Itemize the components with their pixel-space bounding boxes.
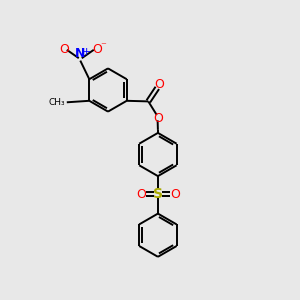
Text: O: O [59, 43, 69, 56]
Text: ⁻: ⁻ [100, 41, 106, 51]
Text: N: N [75, 47, 86, 60]
Text: O: O [154, 78, 164, 91]
Text: O: O [92, 43, 102, 56]
Text: CH₃: CH₃ [49, 98, 65, 107]
Text: O: O [136, 188, 146, 201]
Text: O: O [170, 188, 180, 201]
Text: O: O [154, 112, 164, 125]
Text: S: S [153, 187, 163, 201]
Text: +: + [82, 47, 91, 57]
